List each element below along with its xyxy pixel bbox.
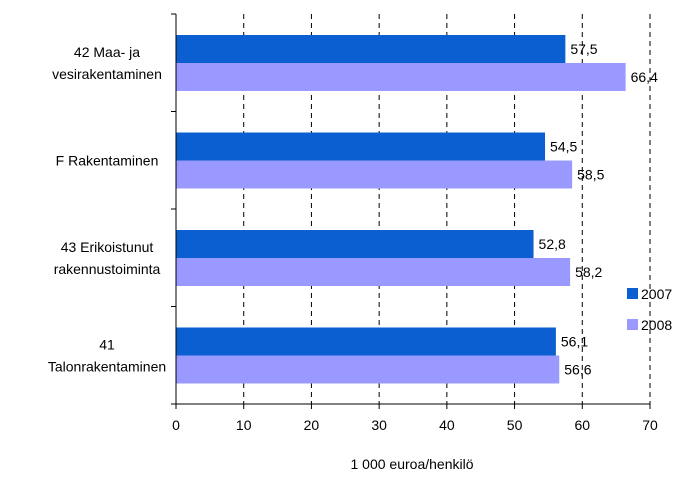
x-tick-label: 20 [304, 417, 320, 433]
bar-2008 [176, 160, 573, 189]
bar-2007 [176, 132, 546, 161]
data-label: 58,2 [575, 264, 602, 280]
data-label: 58,5 [577, 167, 604, 183]
category-label: 43 Erikoistunut [61, 239, 154, 255]
bar-2007 [176, 230, 534, 258]
legend-swatch-2007 [627, 288, 638, 299]
data-label: 57,5 [570, 41, 597, 57]
data-label: 52,8 [539, 236, 566, 252]
legend-label: 2008 [641, 317, 672, 333]
data-label: 54,5 [550, 139, 577, 155]
legend-swatch-2008 [627, 319, 638, 330]
x-tick-label: 50 [507, 417, 523, 433]
category-label: rakennustoiminta [54, 261, 161, 277]
category-label: F Rakentaminen [56, 153, 159, 169]
bar-2008 [176, 63, 626, 91]
x-tick-label: 40 [439, 417, 455, 433]
bar-2008 [176, 258, 571, 286]
data-label: 56,1 [561, 334, 588, 350]
legend-label: 2007 [641, 286, 672, 302]
bar-2008 [176, 355, 560, 384]
category-label: 42 Maa- ja [74, 44, 140, 60]
x-tick-label: 10 [236, 417, 252, 433]
data-labels: 57,5 66,4 54,558,5 52,8 58,2 56,1 56,6 [539, 41, 659, 378]
category-label: Talonrakentaminen [48, 359, 166, 375]
bars [176, 35, 626, 384]
data-label: 66,4 [631, 69, 658, 85]
axes: 42 Maa- ja vesirakentaminen F Rakentaminen… [48, 13, 658, 433]
x-axis-title: 1 000 euroa/henkilö [351, 456, 474, 472]
category-label: vesirakentaminen [52, 66, 162, 82]
x-tick-label: 30 [371, 417, 387, 433]
bar-2007 [176, 327, 556, 356]
x-tick-label: 0 [172, 417, 180, 433]
category-label: 41 [99, 337, 115, 353]
legend: 2007 2008 [627, 286, 672, 333]
data-label: 56,6 [564, 362, 591, 378]
bar-2007 [176, 35, 566, 63]
x-tick-label: 60 [574, 417, 590, 433]
x-tick-label: 70 [642, 417, 658, 433]
